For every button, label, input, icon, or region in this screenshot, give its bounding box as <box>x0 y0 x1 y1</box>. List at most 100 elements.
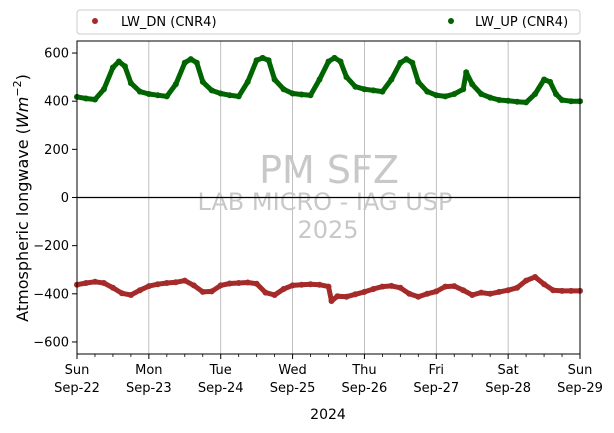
data-point <box>325 283 332 290</box>
data-point <box>523 277 530 284</box>
data-point <box>92 278 98 285</box>
data-point <box>568 98 574 105</box>
data-point <box>343 74 350 81</box>
data-point <box>532 274 539 280</box>
data-point <box>217 90 224 97</box>
watermark-year: 2025 <box>297 216 358 244</box>
legend-marker-lw-up <box>448 18 454 24</box>
data-point <box>235 280 242 286</box>
data-point <box>451 283 458 290</box>
data-point <box>154 281 161 288</box>
data-point <box>136 287 143 294</box>
legend: LW_DN (CNR4) LW_UP (CNR4) <box>76 9 581 35</box>
data-point <box>289 90 296 97</box>
y-axis-label-text: Atmospheric longwave ( <box>13 128 32 322</box>
data-point <box>451 91 458 97</box>
data-point <box>307 281 314 288</box>
x-tick-label-day: Tue <box>209 363 232 378</box>
x-tick-label-day: Sun <box>568 363 593 378</box>
data-point <box>172 279 179 286</box>
x-tick-label-day: Mon <box>135 363 162 378</box>
data-point <box>442 93 449 100</box>
data-point <box>181 59 188 66</box>
data-point <box>100 280 107 286</box>
data-point <box>208 87 215 94</box>
y-axis-label-unit-w: W <box>13 111 32 128</box>
series-lw-up <box>74 54 583 106</box>
data-point <box>217 282 224 289</box>
y-axis-label-close: ) <box>13 74 32 80</box>
data-point <box>379 283 386 290</box>
data-point <box>136 88 143 95</box>
y-axis-label: Atmospheric longwave (Wm−2) <box>11 74 32 322</box>
data-point <box>460 287 467 294</box>
x-tick-label-date: Sep-26 <box>342 381 388 396</box>
data-point <box>328 298 335 304</box>
data-point <box>559 287 565 294</box>
x-tick-label-date: Sep-23 <box>126 381 172 396</box>
data-point <box>469 292 476 298</box>
series-group <box>74 54 583 304</box>
data-point <box>478 289 485 296</box>
data-point <box>109 64 116 71</box>
legend-label-lw-up: LW_UP (CNR4) <box>475 15 568 30</box>
x-tick-label-day: Sun <box>65 363 90 378</box>
y-tick-label: 600 <box>44 47 69 62</box>
data-point <box>280 86 287 93</box>
data-point <box>370 286 377 292</box>
watermark-title: PM SFZ <box>259 148 399 192</box>
data-point <box>83 280 89 286</box>
data-point <box>187 56 194 63</box>
data-point <box>208 288 215 295</box>
data-point <box>316 76 323 83</box>
data-point <box>403 56 410 63</box>
data-point <box>265 57 272 64</box>
data-point <box>388 76 395 83</box>
data-point <box>154 92 161 99</box>
data-point <box>415 78 422 85</box>
data-point <box>235 93 242 100</box>
data-point <box>424 290 431 297</box>
data-point <box>352 291 359 298</box>
legend-frame <box>76 9 581 35</box>
data-point <box>337 58 344 65</box>
data-point <box>415 293 422 300</box>
data-point <box>298 91 305 98</box>
data-point <box>487 290 494 297</box>
data-point <box>352 83 359 90</box>
x-axis-label: 2024 <box>310 407 346 423</box>
x-tick-label-day: Fri <box>429 363 445 378</box>
x-tick-label-day: Wed <box>278 363 306 378</box>
data-point <box>424 88 431 95</box>
data-point <box>226 280 233 287</box>
x-tick-label-date: Sep-29 <box>557 381 603 396</box>
y-tick-label: 200 <box>44 143 69 158</box>
data-point <box>127 80 134 87</box>
data-point <box>550 287 557 294</box>
data-point <box>532 91 539 97</box>
y-tick-label: 0 <box>61 191 69 206</box>
y-axis: −600 −400 −200 0 200 400 600 <box>33 47 77 350</box>
data-point <box>244 78 251 85</box>
data-point <box>547 78 554 85</box>
data-point <box>199 78 206 85</box>
data-point <box>388 282 395 289</box>
x-axis: Sun Sep-22 Mon Sep-23 Tue Sep-24 Wed Sep-25 Thu S… <box>54 354 603 396</box>
data-point <box>271 292 278 298</box>
data-point <box>478 91 485 97</box>
x-tick-label-date: Sep-22 <box>54 381 100 396</box>
y-tick-label: −400 <box>33 287 69 302</box>
legend-marker-lw-dn <box>92 18 98 24</box>
series-lw-dn <box>74 274 583 304</box>
x-tick-label-date: Sep-25 <box>270 381 316 396</box>
data-point <box>541 76 548 83</box>
x-tick-label-date: Sep-28 <box>485 381 531 396</box>
data-point <box>163 93 170 100</box>
plot-area: PM SFZ LAB MICRO - IAG USP 2025 <box>74 40 583 355</box>
y-tick-label: −600 <box>33 335 69 350</box>
y-tick-label: 400 <box>44 95 69 110</box>
data-point <box>505 97 512 104</box>
data-point <box>118 290 125 297</box>
data-point <box>331 54 338 61</box>
